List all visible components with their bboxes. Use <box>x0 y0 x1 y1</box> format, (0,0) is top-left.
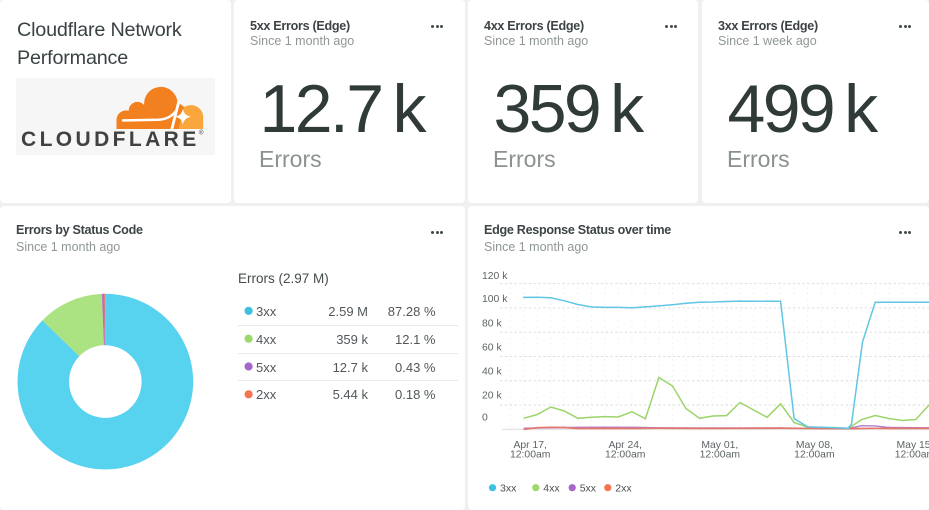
svg-text:3xx: 3xx <box>500 483 517 495</box>
svg-text:Apr 24,: Apr 24, <box>608 440 642 451</box>
svg-text:12:00am: 12:00am <box>700 450 740 461</box>
svg-text:12:00am: 12:00am <box>605 450 645 461</box>
svg-text:100 k: 100 k <box>482 294 508 305</box>
svg-text:May 08,: May 08, <box>796 440 833 451</box>
svg-text:2xx: 2xx <box>615 483 632 495</box>
svg-text:5xx: 5xx <box>580 483 597 495</box>
svg-text:120 k: 120 k <box>482 271 508 282</box>
svg-text:12:00am: 12:00am <box>794 450 834 461</box>
svg-text:CLOUDFLARE: CLOUDFLARE <box>21 128 200 151</box>
svg-text:May 01,: May 01, <box>701 440 738 451</box>
svg-text:0: 0 <box>482 413 488 424</box>
svg-text:Apr 17,: Apr 17, <box>513 440 547 451</box>
svg-text:4xx: 4xx <box>543 483 560 495</box>
svg-text:40 k: 40 k <box>482 366 502 377</box>
svg-text:80 k: 80 k <box>482 318 502 329</box>
svg-text:12:00am: 12:00am <box>510 450 550 461</box>
svg-text:May 15,: May 15, <box>897 440 929 451</box>
svg-text:20 k: 20 k <box>482 390 502 401</box>
svg-text:®: ® <box>199 129 204 137</box>
svg-text:60 k: 60 k <box>482 342 502 353</box>
svg-text:12:00am: 12:00am <box>895 450 929 461</box>
